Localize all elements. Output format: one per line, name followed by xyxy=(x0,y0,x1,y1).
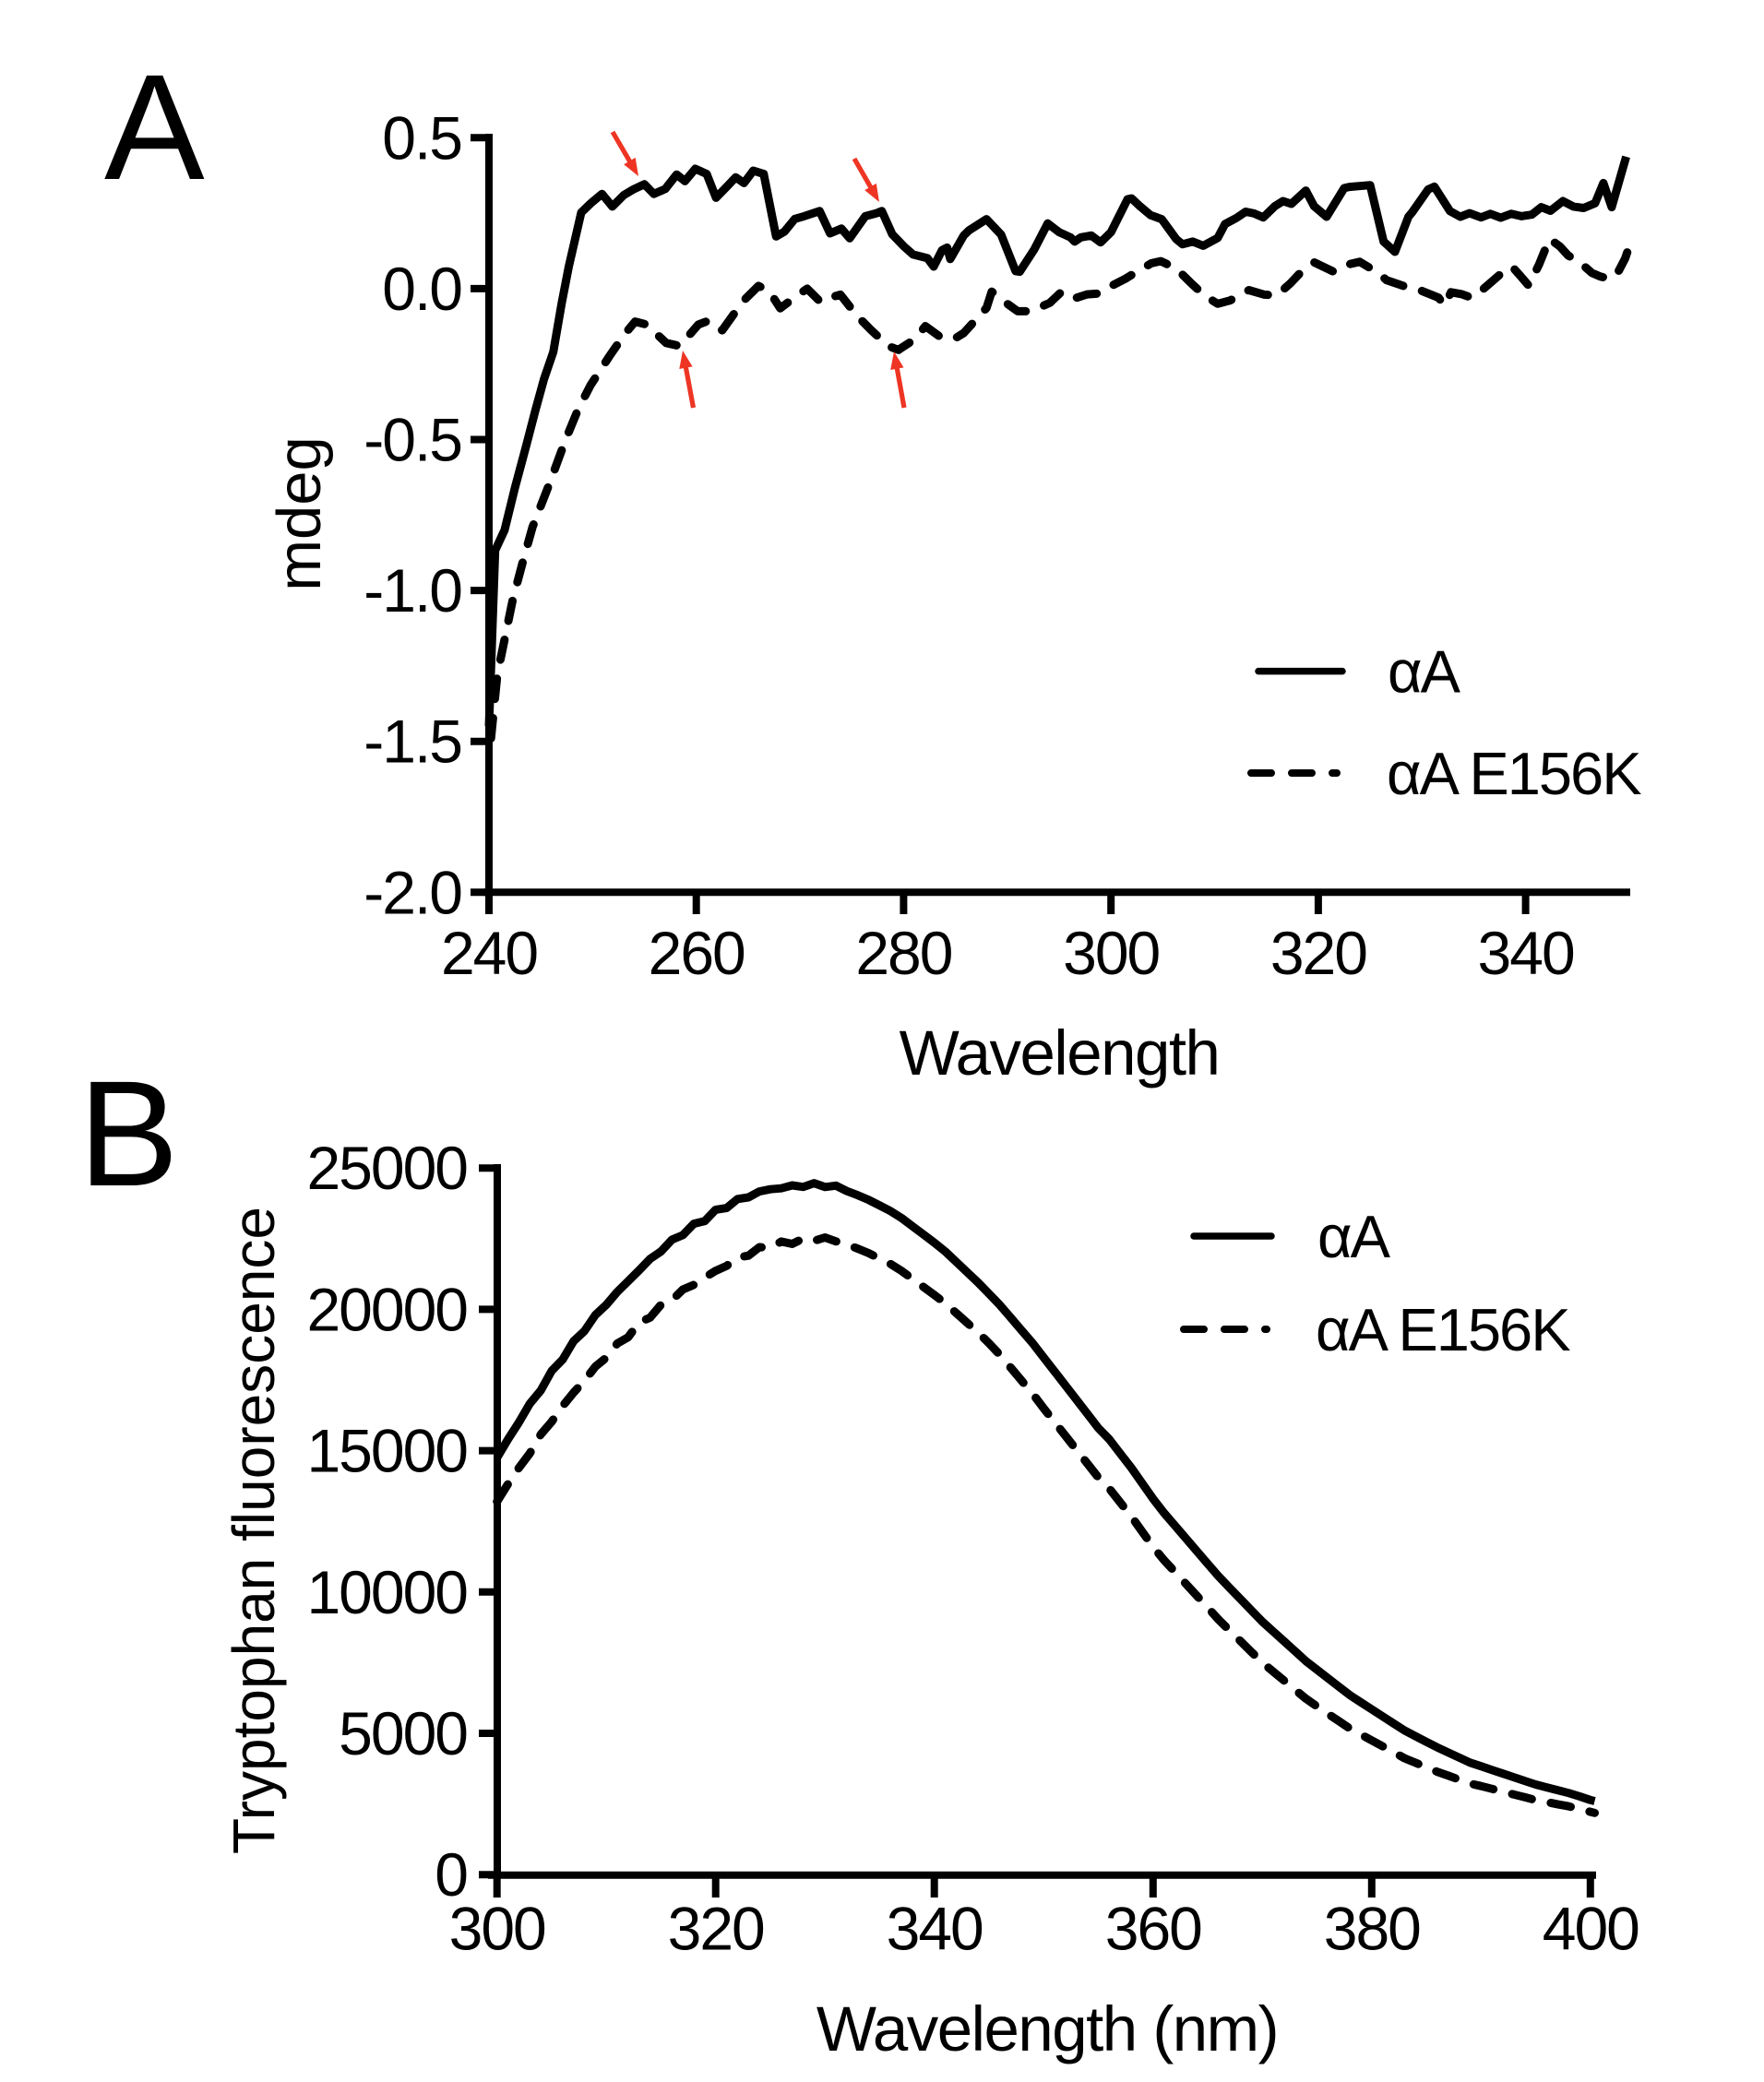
svg-text:5000: 5000 xyxy=(339,1699,467,1767)
svg-text:400: 400 xyxy=(1543,1895,1639,1963)
svg-text:280: 280 xyxy=(855,919,951,987)
svg-text:αA E156K: αA E156K xyxy=(1316,1296,1570,1363)
svg-text:240: 240 xyxy=(441,919,537,987)
svg-text:15000: 15000 xyxy=(306,1417,467,1485)
svg-text:260: 260 xyxy=(649,919,745,987)
svg-text:αA: αA xyxy=(1317,1203,1391,1270)
svg-text:0.0: 0.0 xyxy=(382,255,461,323)
svg-text:25000: 25000 xyxy=(306,1134,467,1202)
svg-text:0: 0 xyxy=(435,1840,467,1909)
svg-text:340: 340 xyxy=(887,1895,983,1963)
svg-text:0.5: 0.5 xyxy=(382,103,461,172)
svg-text:320: 320 xyxy=(1270,919,1366,987)
svg-text:320: 320 xyxy=(668,1895,764,1963)
svg-text:340: 340 xyxy=(1478,919,1574,987)
svg-text:B: B xyxy=(78,1049,179,1218)
svg-text:20000: 20000 xyxy=(306,1275,467,1343)
svg-text:-1.5: -1.5 xyxy=(364,708,461,776)
svg-text:360: 360 xyxy=(1105,1895,1201,1963)
svg-text:Wavelength (nm): Wavelength (nm) xyxy=(816,1993,1278,2064)
svg-text:10000: 10000 xyxy=(306,1558,467,1626)
svg-text:300: 300 xyxy=(449,1895,545,1963)
svg-text:300: 300 xyxy=(1063,919,1159,987)
svg-text:mdeg: mdeg xyxy=(265,436,334,591)
svg-text:-2.0: -2.0 xyxy=(364,858,461,926)
svg-text:380: 380 xyxy=(1324,1895,1420,1963)
svg-text:Tryptophan fluorescence: Tryptophan fluorescence xyxy=(220,1207,287,1854)
svg-text:αA: αA xyxy=(1388,638,1461,706)
svg-text:-1.0: -1.0 xyxy=(364,556,461,625)
svg-text:A: A xyxy=(104,42,205,211)
svg-text:-0.5: -0.5 xyxy=(364,406,461,474)
svg-text:Wavelength: Wavelength xyxy=(900,1017,1220,1089)
svg-text:αA E156K: αA E156K xyxy=(1387,740,1641,807)
